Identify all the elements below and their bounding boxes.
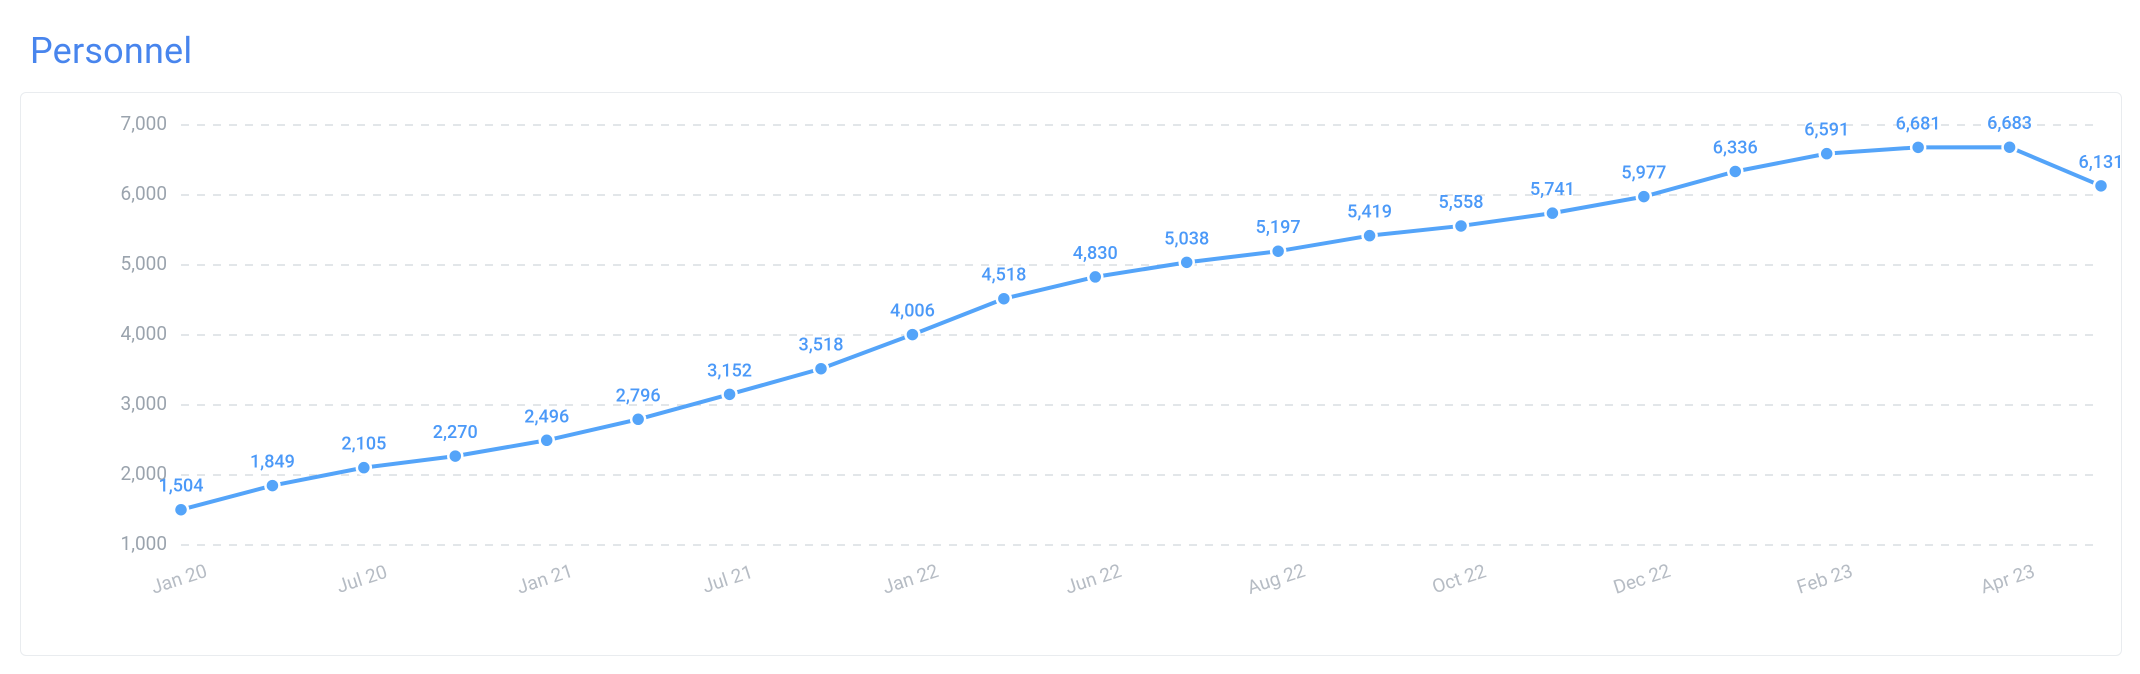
data-point[interactable] xyxy=(448,449,462,463)
x-tick-label: Jul 21 xyxy=(699,560,755,598)
data-point[interactable] xyxy=(905,328,919,342)
data-point-label: 4,830 xyxy=(1073,243,1118,264)
data-point-label: 5,741 xyxy=(1530,179,1575,200)
y-tick-label: 6,000 xyxy=(121,182,167,205)
x-tick-label: Apr 23 xyxy=(1978,559,2038,598)
data-point[interactable] xyxy=(814,362,828,376)
x-tick-label: Jul 20 xyxy=(334,560,390,598)
data-point-label: 5,977 xyxy=(1621,163,1666,184)
data-point-label: 5,558 xyxy=(1439,192,1484,213)
y-tick-label: 5,000 xyxy=(121,252,167,275)
data-point[interactable] xyxy=(357,461,371,475)
data-point-label: 6,131 xyxy=(2079,152,2121,173)
data-point[interactable] xyxy=(1545,206,1559,220)
data-point[interactable] xyxy=(540,433,554,447)
data-point-label: 2,270 xyxy=(433,422,478,443)
data-point-label: 3,152 xyxy=(707,360,752,381)
data-point[interactable] xyxy=(631,412,645,426)
x-tick-label: Feb 23 xyxy=(1794,559,1855,599)
data-point-label: 1,849 xyxy=(250,452,295,473)
data-point[interactable] xyxy=(1088,270,1102,284)
data-point-label: 5,197 xyxy=(1256,217,1301,238)
data-point[interactable] xyxy=(265,479,279,493)
x-tick-label: Jan 21 xyxy=(514,559,576,599)
y-tick-label: 7,000 xyxy=(121,112,167,135)
data-point-label: 6,336 xyxy=(1713,137,1758,158)
data-point-label: 2,105 xyxy=(341,434,386,455)
data-point[interactable] xyxy=(1911,140,1925,154)
data-point[interactable] xyxy=(1271,244,1285,258)
data-point[interactable] xyxy=(723,387,737,401)
data-point-label: 6,591 xyxy=(1804,120,1849,141)
chart-card: 1,0002,0003,0004,0005,0006,0007,000Jan 2… xyxy=(20,92,2122,656)
data-point-label: 4,518 xyxy=(981,265,1026,286)
x-tick-label: Oct 22 xyxy=(1429,559,1489,598)
data-point[interactable] xyxy=(1820,147,1834,161)
x-tick-label: Aug 22 xyxy=(1244,559,1308,599)
data-point[interactable] xyxy=(1454,219,1468,233)
data-point-label: 3,518 xyxy=(799,335,844,356)
data-point[interactable] xyxy=(1363,229,1377,243)
data-point[interactable] xyxy=(1637,190,1651,204)
data-point[interactable] xyxy=(2094,179,2108,193)
data-point-label: 6,683 xyxy=(1987,113,2032,134)
x-tick-label: Jan 22 xyxy=(880,559,942,599)
y-tick-label: 4,000 xyxy=(121,322,167,345)
data-point[interactable] xyxy=(174,503,188,517)
data-point-label: 4,006 xyxy=(890,301,935,322)
data-point[interactable] xyxy=(2003,140,2017,154)
page-title: Personnel xyxy=(30,30,192,72)
data-point[interactable] xyxy=(997,292,1011,306)
data-point-label: 6,681 xyxy=(1896,113,1941,134)
x-tick-label: Jan 20 xyxy=(148,559,210,599)
data-point-label: 5,038 xyxy=(1164,228,1209,249)
x-tick-label: Jun 22 xyxy=(1062,559,1124,599)
data-point-label: 5,419 xyxy=(1347,202,1392,223)
data-point-label: 2,796 xyxy=(616,385,661,406)
data-point-label: 1,504 xyxy=(159,476,204,497)
x-tick-label: Dec 22 xyxy=(1610,559,1673,599)
personnel-line-chart: 1,0002,0003,0004,0005,0006,0007,000Jan 2… xyxy=(21,93,2121,655)
y-tick-label: 1,000 xyxy=(121,532,167,555)
data-point[interactable] xyxy=(1728,164,1742,178)
series-line-personnel xyxy=(181,147,2101,510)
y-tick-label: 3,000 xyxy=(121,392,167,415)
data-point-label: 2,496 xyxy=(524,406,569,427)
data-point[interactable] xyxy=(1180,255,1194,269)
